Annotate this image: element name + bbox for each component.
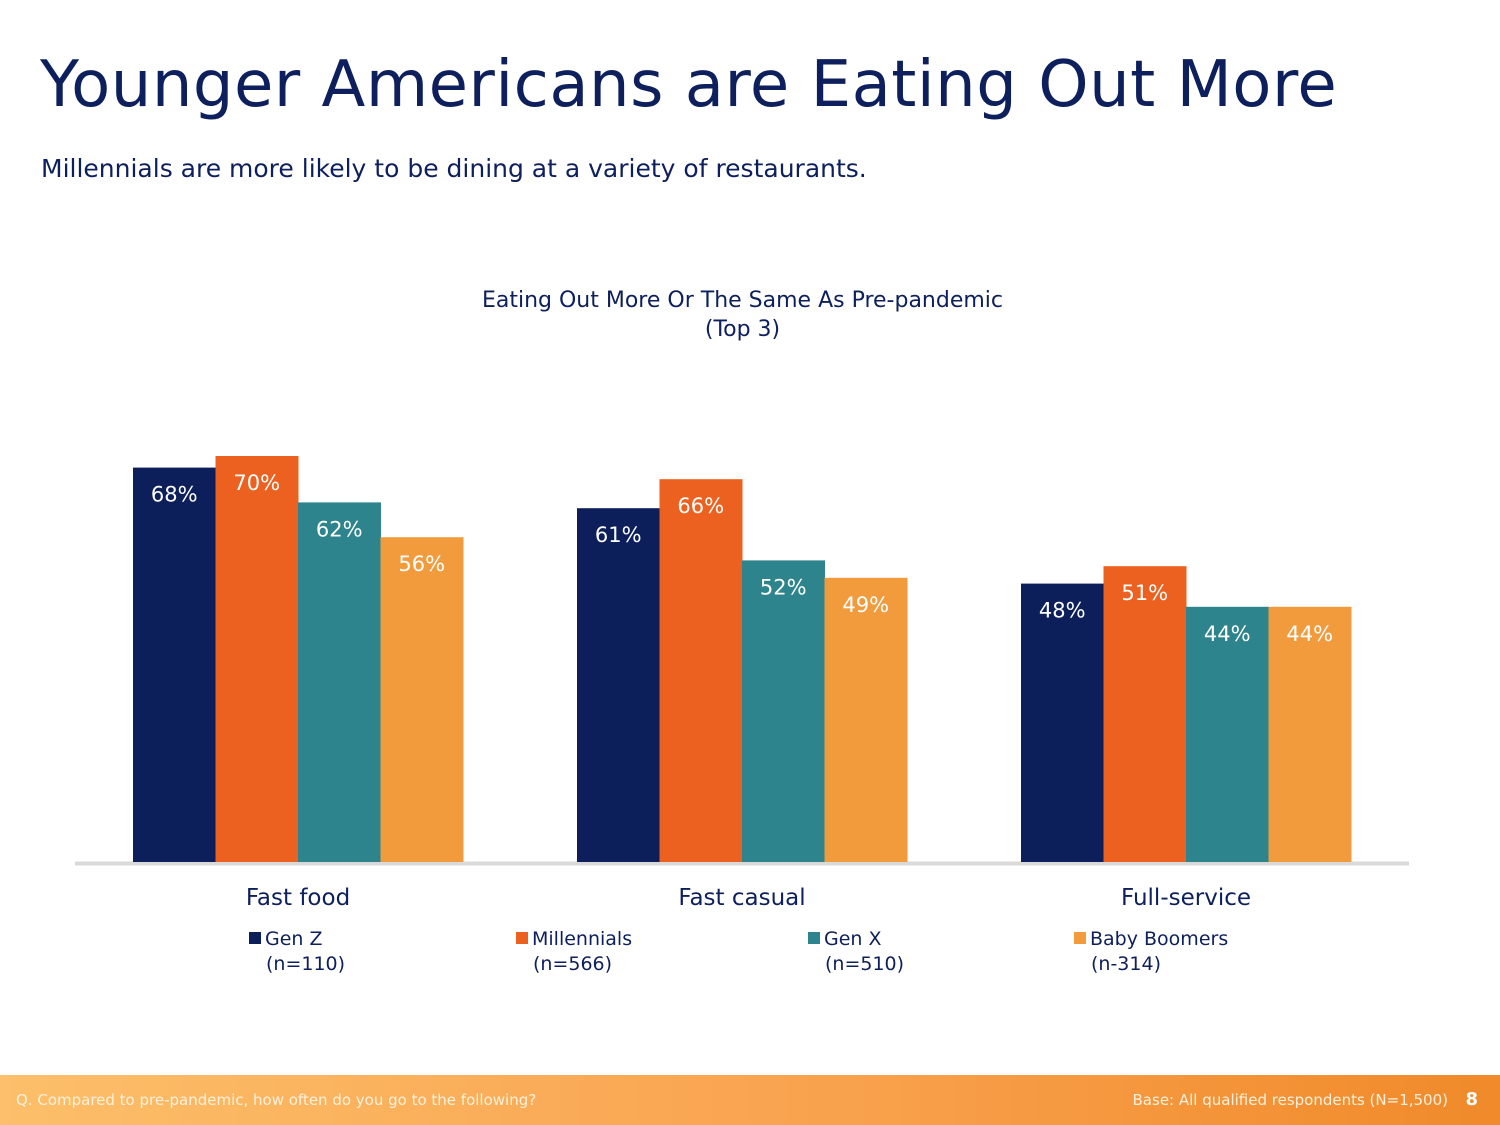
slide-subtitle: Millennials are more likely to be dining… <box>41 154 867 183</box>
category-label: Fast casual <box>678 885 805 911</box>
legend-series-name: Millennials <box>532 928 632 950</box>
chart-title-block: Eating Out More Or The Same As Pre-pande… <box>0 286 1485 344</box>
bar-value-label: 68% <box>151 483 198 507</box>
bar-value-label: 62% <box>316 517 363 541</box>
bar <box>133 467 216 862</box>
chart-title: Eating Out More Or The Same As Pre-pande… <box>481 288 1004 313</box>
bar <box>380 537 464 862</box>
bar-value-label: 70% <box>233 471 280 495</box>
legend-series-name: Gen Z <box>265 928 323 950</box>
bar-value-label: 52% <box>760 575 807 599</box>
bar <box>824 577 908 862</box>
bar-value-label: 51% <box>1121 581 1168 605</box>
footer-base-note: Base: All qualified respondents (N=1,500… <box>1132 1091 1448 1109</box>
legend-swatch <box>249 932 261 944</box>
bar-value-label: 44% <box>1204 622 1251 646</box>
bar-value-label: 44% <box>1286 622 1333 646</box>
legend-series-name: Gen X <box>824 928 882 950</box>
bar <box>742 560 825 862</box>
bar-value-label: 49% <box>842 593 889 617</box>
legend-sample-size: (n=510) <box>825 953 904 975</box>
legend-series-name: Baby Boomers <box>1090 928 1228 950</box>
bar <box>298 502 381 862</box>
legend-swatch <box>516 932 528 944</box>
slide-title: Younger Americans are Eating Out More <box>40 48 1338 122</box>
category-label: Full-service <box>1121 885 1251 911</box>
bar-value-label: 61% <box>595 523 642 547</box>
legend-swatch <box>808 932 820 944</box>
legend-swatch <box>1074 932 1086 944</box>
bar-value-label: 56% <box>398 552 445 576</box>
bar <box>1186 606 1269 862</box>
legend-sample-size: (n=566) <box>533 953 612 975</box>
bar <box>1103 566 1187 862</box>
legend-sample-size: (n=110) <box>266 953 345 975</box>
bar-value-label: 48% <box>1039 599 1086 623</box>
page-number: 8 <box>1465 1089 1478 1110</box>
bar-value-label: 66% <box>677 494 724 518</box>
bar <box>1021 583 1104 862</box>
footer-bar: Q. Compared to pre-pandemic, how often d… <box>0 1075 1500 1125</box>
legend-sample-size: (n-314) <box>1091 953 1161 975</box>
category-label: Fast food <box>246 885 350 911</box>
bar <box>577 508 660 862</box>
bar <box>659 479 743 862</box>
footer-question: Q. Compared to pre-pandemic, how often d… <box>16 1091 537 1109</box>
bar <box>215 456 299 862</box>
chart-subtitle: (Top 3) <box>704 317 781 342</box>
bar <box>1268 606 1352 862</box>
bar-chart: 68% 70% 62% 56% Fast food 61% 66% 52% 49% Fast ca… <box>75 456 1409 975</box>
